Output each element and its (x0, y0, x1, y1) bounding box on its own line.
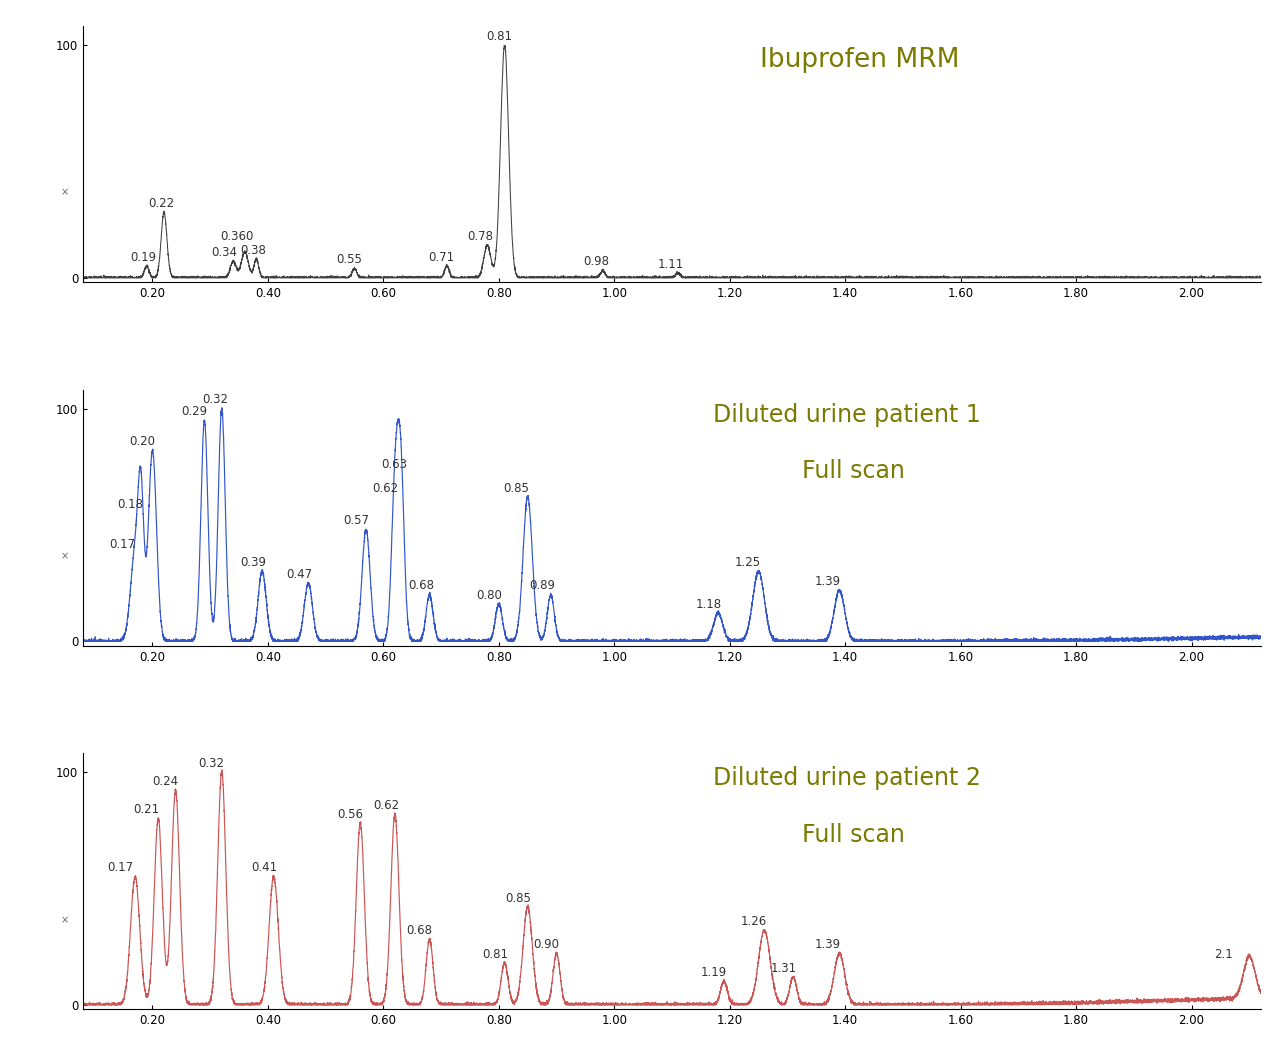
Text: 1.18: 1.18 (695, 598, 722, 611)
Text: Full scan: Full scan (801, 822, 905, 847)
Text: 0.78: 0.78 (467, 229, 493, 243)
Text: 0.21: 0.21 (133, 803, 160, 816)
Text: ×: × (61, 552, 69, 561)
Text: 0.90: 0.90 (534, 939, 559, 951)
Text: Diluted urine patient 1: Diluted urine patient 1 (713, 403, 980, 427)
Text: 0.56: 0.56 (337, 808, 364, 821)
Text: 1.39: 1.39 (815, 939, 841, 951)
Text: 0.39: 0.39 (241, 556, 266, 569)
Text: 0.24: 0.24 (152, 776, 178, 789)
Text: 0.63: 0.63 (380, 459, 407, 471)
Text: 0.17: 0.17 (109, 538, 136, 551)
Text: 0.85: 0.85 (503, 482, 529, 495)
Text: 1.39: 1.39 (815, 575, 841, 588)
Text: 0.62: 0.62 (372, 482, 398, 495)
Text: 0.20: 0.20 (129, 435, 156, 448)
Text: 0.29: 0.29 (182, 405, 207, 418)
Text: 0.22: 0.22 (148, 198, 174, 210)
Text: 0.71: 0.71 (428, 251, 454, 264)
Text: 0.62: 0.62 (374, 799, 399, 812)
Text: 0.57: 0.57 (343, 515, 369, 527)
Text: 1.19: 1.19 (701, 966, 727, 979)
Text: 0.47: 0.47 (287, 568, 312, 580)
Text: 0.68: 0.68 (408, 579, 434, 592)
Text: 0.360: 0.360 (220, 229, 253, 243)
Text: 0.34: 0.34 (211, 246, 238, 259)
Text: Full scan: Full scan (801, 459, 905, 483)
Text: 0.68: 0.68 (407, 924, 433, 938)
Text: 1.26: 1.26 (741, 915, 767, 928)
Text: 0.32: 0.32 (202, 393, 228, 406)
Text: 0.32: 0.32 (198, 757, 224, 769)
Text: 0.80: 0.80 (476, 589, 502, 601)
Text: 0.17: 0.17 (108, 861, 134, 874)
Text: ×: × (61, 915, 69, 925)
Text: 1.25: 1.25 (735, 556, 762, 569)
Text: 0.85: 0.85 (504, 892, 531, 905)
Text: 0.41: 0.41 (251, 861, 276, 874)
Text: 0.98: 0.98 (582, 256, 609, 268)
Text: 0.55: 0.55 (335, 253, 362, 266)
Text: 2.1: 2.1 (1213, 947, 1233, 961)
Text: 0.38: 0.38 (241, 244, 266, 257)
Text: ×: × (61, 188, 69, 198)
Text: 0.81: 0.81 (481, 947, 508, 961)
Text: 0.18: 0.18 (118, 498, 143, 511)
Text: Diluted urine patient 2: Diluted urine patient 2 (713, 766, 980, 791)
Text: 0.81: 0.81 (486, 30, 512, 42)
Text: 1.31: 1.31 (771, 962, 796, 975)
Text: 0.89: 0.89 (529, 579, 556, 592)
Text: 0.19: 0.19 (131, 251, 157, 264)
Text: 1.11: 1.11 (658, 258, 684, 271)
Text: Ibuprofen MRM: Ibuprofen MRM (760, 47, 960, 73)
